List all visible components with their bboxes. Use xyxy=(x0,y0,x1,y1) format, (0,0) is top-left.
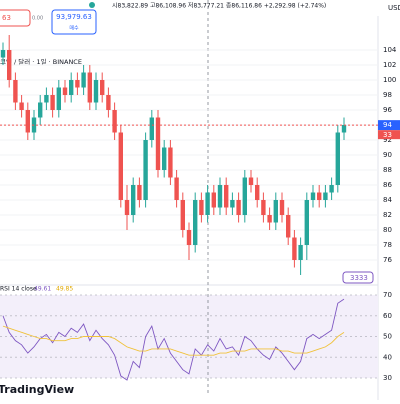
candle-body xyxy=(38,102,43,118)
rsi-tick-label: 60 xyxy=(383,312,392,320)
y-tick-label: 98 xyxy=(383,91,392,99)
candle-body xyxy=(62,87,68,95)
price-tag-box xyxy=(378,120,400,131)
candle-body xyxy=(50,95,55,110)
candle-body xyxy=(317,192,322,200)
rsi-line xyxy=(2,298,345,381)
candle-body xyxy=(106,95,111,110)
candle-body xyxy=(242,177,247,215)
ohlc: 시83,822.89 고86,108.96 저83,777.21 종86,116… xyxy=(112,2,326,10)
candle-body xyxy=(341,125,347,133)
candle-body xyxy=(19,102,24,110)
y-tick-label: 82 xyxy=(383,211,392,219)
candle-body xyxy=(81,72,86,88)
sell-price: 63 xyxy=(2,14,11,22)
countdown-box xyxy=(378,130,400,140)
candle-body xyxy=(273,200,278,223)
candle-body xyxy=(168,147,173,178)
candle-body xyxy=(0,50,6,58)
candle-body xyxy=(56,87,61,110)
y-tick-label: 86 xyxy=(383,181,392,189)
rsi-ma-value: 49.85 xyxy=(56,286,73,293)
rsi-label: RSI 14 close xyxy=(0,286,37,293)
currency: USD xyxy=(388,4,400,12)
rsi-tick-label: 30 xyxy=(383,374,392,382)
alert-tag: 3333 xyxy=(350,274,368,282)
candle-body xyxy=(112,110,117,133)
candle-body xyxy=(7,50,12,80)
candle-body xyxy=(304,200,309,245)
candle-body xyxy=(44,95,49,103)
candle-body xyxy=(205,192,210,215)
candle-body xyxy=(292,237,297,260)
rsi-value: 49.61 xyxy=(34,286,51,293)
candle-body xyxy=(261,200,266,215)
rsi-tick-label: 40 xyxy=(383,353,392,361)
candle-body xyxy=(155,117,161,170)
rsi-tick-label: 50 xyxy=(383,333,392,341)
candle-body xyxy=(236,200,241,215)
candle-body xyxy=(186,230,192,245)
candle-body xyxy=(124,200,130,215)
candle-body xyxy=(248,177,254,185)
alert-box xyxy=(342,271,374,284)
rsi-line xyxy=(2,325,345,356)
candle-body xyxy=(131,185,136,215)
sell-button[interactable] xyxy=(0,9,31,27)
symbol: 코인 / 달러 · 1일 · BINANCE xyxy=(0,57,82,66)
candle-body xyxy=(310,192,316,200)
y-tick-label: 80 xyxy=(383,226,392,234)
y-tick-label: 100 xyxy=(383,76,396,84)
y-tick-label: 102 xyxy=(383,61,396,69)
candle-body xyxy=(255,185,260,200)
rsi-tick-label: 70 xyxy=(383,291,392,299)
buy-price: 93,979.63 xyxy=(56,13,92,21)
candle-body xyxy=(93,80,99,103)
candle-body xyxy=(13,80,18,103)
candle-body xyxy=(224,185,229,208)
y-tick-label: 96 xyxy=(383,106,392,114)
candle-body xyxy=(199,200,204,215)
y-tick-label: 90 xyxy=(383,151,392,159)
y-tick-label: 78 xyxy=(383,241,392,249)
candle-body xyxy=(298,245,303,260)
y-tick-label: 104 xyxy=(383,46,397,54)
candle-body xyxy=(118,132,123,200)
candle-body xyxy=(75,80,80,88)
candle-body xyxy=(162,147,167,170)
candle-body xyxy=(335,132,340,185)
brand: TradingView xyxy=(0,383,74,396)
candle-body xyxy=(329,185,334,193)
candle-body xyxy=(323,192,328,200)
candle-body xyxy=(267,215,272,223)
candle-body xyxy=(193,200,198,245)
countdown-tag: 33 xyxy=(383,131,392,139)
candle-body xyxy=(279,200,285,215)
candle-body xyxy=(100,80,105,95)
candle-body xyxy=(174,177,179,200)
candle-body xyxy=(137,185,142,200)
candle-body xyxy=(180,200,185,230)
y-tick-label: 84 xyxy=(383,196,392,204)
buy-button[interactable] xyxy=(51,9,97,35)
candle-body xyxy=(149,117,154,140)
y-tick-label: 88 xyxy=(383,166,392,174)
candle-body xyxy=(217,185,223,208)
price-tag: 94 xyxy=(383,121,392,129)
candle-body xyxy=(25,110,30,133)
y-tick-label: 76 xyxy=(383,256,392,264)
y-tick-label: 92 xyxy=(383,136,392,144)
candle-body xyxy=(69,80,74,95)
buy-label: 매수 xyxy=(69,25,79,32)
status-dot xyxy=(89,2,95,8)
candle-body xyxy=(230,200,235,208)
candle-body xyxy=(31,117,37,133)
spread: 0.00 xyxy=(32,16,43,22)
candle-body xyxy=(286,215,291,238)
candle-body xyxy=(143,140,148,200)
currency-box[interactable] xyxy=(370,0,400,16)
candle-body xyxy=(87,72,92,103)
candle-body xyxy=(211,192,216,208)
